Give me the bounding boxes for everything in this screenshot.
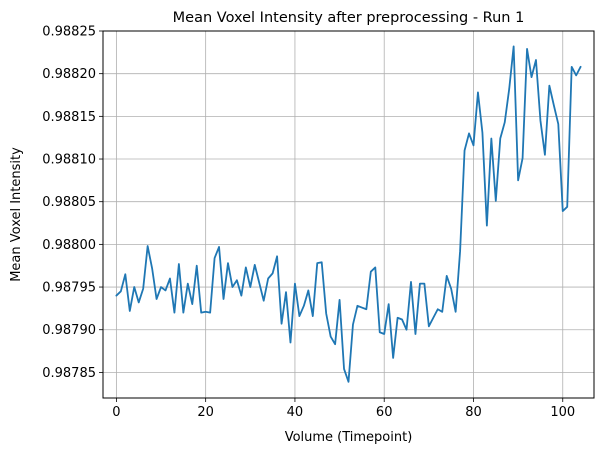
x-tick-label: 80 (465, 405, 482, 420)
y-tick-label: 0.98795 (42, 281, 96, 296)
y-tick-label: 0.98825 (42, 25, 96, 40)
y-tick-label: 0.98815 (42, 110, 96, 125)
y-axis-ticks: 0.98785 0.98790 0.98795 0.98800 0.98805 0.988… (42, 25, 103, 381)
y-tick-label: 0.98820 (42, 67, 96, 82)
plot-frame (102, 30, 595, 399)
x-axis-ticks: 0 20 40 60 80 100 (112, 398, 575, 420)
series-line (115, 45, 582, 383)
y-tick-label: 0.98810 (42, 153, 96, 168)
y-axis-label: Mean Voxel Intensity (9, 147, 24, 282)
x-axis-label: Volume (Timepoint) (285, 430, 413, 445)
x-tick-label: 100 (550, 405, 575, 420)
y-tick-label: 0.98800 (42, 238, 96, 253)
y-tick-label: 0.98790 (42, 323, 96, 338)
chart-title: Mean Voxel Intensity after preprocessing… (173, 10, 525, 26)
y-tick-label: 0.98785 (42, 366, 96, 381)
x-tick-label: 60 (376, 405, 393, 420)
x-tick-label: 40 (287, 405, 304, 420)
x-tick-label: 20 (197, 405, 214, 420)
x-tick-label: 0 (112, 405, 120, 420)
y-tick-label: 0.98805 (42, 195, 96, 210)
